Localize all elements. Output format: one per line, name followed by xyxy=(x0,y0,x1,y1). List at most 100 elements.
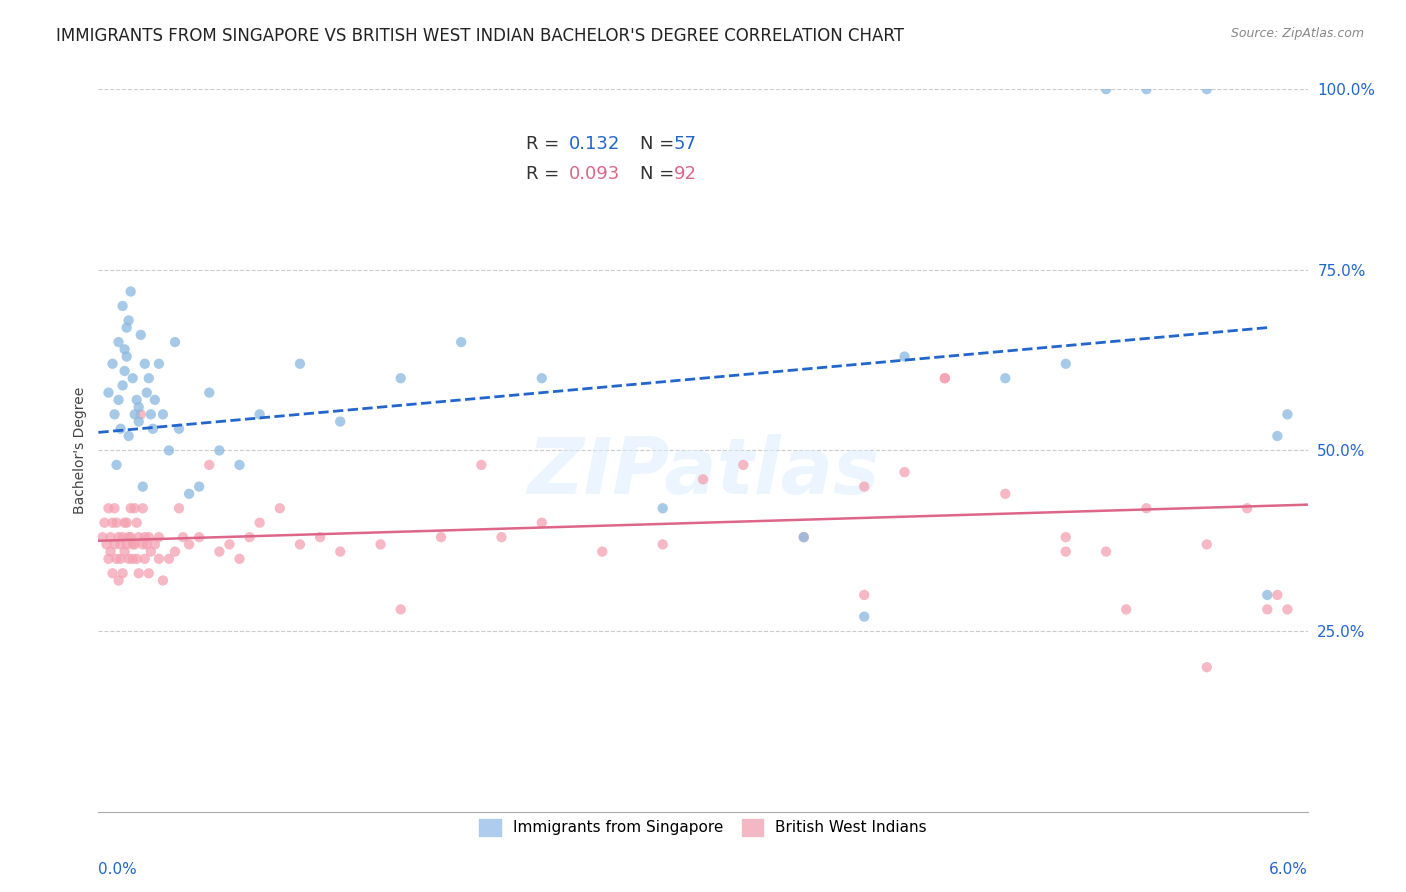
Point xyxy=(450,334,472,349)
Point xyxy=(163,544,186,558)
Point xyxy=(101,516,124,530)
Point xyxy=(179,537,201,551)
Point xyxy=(96,537,118,551)
Point xyxy=(107,392,129,407)
Point xyxy=(934,371,956,385)
Point xyxy=(129,407,152,421)
Point xyxy=(853,609,876,624)
Point xyxy=(228,551,250,566)
Point xyxy=(118,530,141,544)
Point xyxy=(115,516,138,530)
Point xyxy=(152,407,174,421)
Point xyxy=(120,530,142,544)
Point xyxy=(172,530,194,544)
Text: 0.0%: 0.0% xyxy=(98,863,138,878)
Point xyxy=(934,371,956,385)
Point xyxy=(188,480,211,494)
Point xyxy=(288,537,311,551)
Point xyxy=(148,551,170,566)
Point xyxy=(114,343,136,357)
Point xyxy=(329,415,352,429)
Point xyxy=(138,566,160,581)
Point xyxy=(430,530,453,544)
Point xyxy=(115,350,138,364)
Point xyxy=(100,530,122,544)
Point xyxy=(198,458,221,472)
Point xyxy=(329,544,352,558)
Point xyxy=(1135,82,1157,96)
Point xyxy=(491,530,513,544)
Point xyxy=(125,392,148,407)
Point xyxy=(853,588,876,602)
Point xyxy=(97,385,120,400)
Point xyxy=(218,537,240,551)
Point xyxy=(128,566,150,581)
Point xyxy=(114,364,136,378)
Point xyxy=(1195,660,1218,674)
Point xyxy=(114,544,136,558)
Point xyxy=(111,566,134,581)
Point xyxy=(893,465,915,479)
Point xyxy=(135,385,157,400)
Point xyxy=(135,537,157,551)
Point xyxy=(152,574,174,588)
Point xyxy=(124,407,146,421)
Point xyxy=(179,487,201,501)
Point xyxy=(118,551,141,566)
Point xyxy=(120,501,142,516)
Point xyxy=(1256,588,1278,602)
Point xyxy=(111,530,134,544)
Point xyxy=(132,501,155,516)
Point xyxy=(105,516,128,530)
Point xyxy=(1277,602,1299,616)
Point xyxy=(167,501,190,516)
Point xyxy=(111,299,134,313)
Point xyxy=(125,516,148,530)
Point xyxy=(853,480,876,494)
Point xyxy=(97,501,120,516)
Point xyxy=(118,313,141,327)
Point xyxy=(105,551,128,566)
Text: IMMIGRANTS FROM SINGAPORE VS BRITISH WEST INDIAN BACHELOR'S DEGREE CORRELATION C: IMMIGRANTS FROM SINGAPORE VS BRITISH WES… xyxy=(56,27,904,45)
Point xyxy=(93,516,115,530)
Point xyxy=(269,501,291,516)
Point xyxy=(129,327,152,342)
Text: 0.093: 0.093 xyxy=(569,165,620,184)
Point xyxy=(101,357,124,371)
Point xyxy=(228,458,250,472)
Point xyxy=(1054,357,1077,371)
Point xyxy=(370,537,392,551)
Point xyxy=(148,357,170,371)
Point xyxy=(118,429,141,443)
Legend: Immigrants from Singapore, British West Indians: Immigrants from Singapore, British West … xyxy=(471,811,935,844)
Text: N =: N = xyxy=(640,135,681,153)
Point xyxy=(1195,82,1218,96)
Point xyxy=(103,407,125,421)
Text: N =: N = xyxy=(640,165,681,184)
Text: 6.0%: 6.0% xyxy=(1268,863,1308,878)
Point xyxy=(138,530,160,544)
Point xyxy=(793,530,815,544)
Point xyxy=(132,480,155,494)
Point xyxy=(198,385,221,400)
Point xyxy=(288,357,311,371)
Point xyxy=(110,422,132,436)
Point xyxy=(389,602,412,616)
Point xyxy=(134,530,156,544)
Point xyxy=(163,334,186,349)
Point xyxy=(793,530,815,544)
Point xyxy=(134,551,156,566)
Text: ZIPatlas: ZIPatlas xyxy=(527,434,879,510)
Point xyxy=(1277,407,1299,421)
Point xyxy=(120,285,142,299)
Point xyxy=(1095,544,1118,558)
Point xyxy=(121,371,143,385)
Point xyxy=(128,530,150,544)
Point xyxy=(100,544,122,558)
Point xyxy=(1054,530,1077,544)
Point xyxy=(97,551,120,566)
Text: R =: R = xyxy=(526,135,565,153)
Point xyxy=(103,537,125,551)
Point xyxy=(994,487,1017,501)
Text: 92: 92 xyxy=(673,165,697,184)
